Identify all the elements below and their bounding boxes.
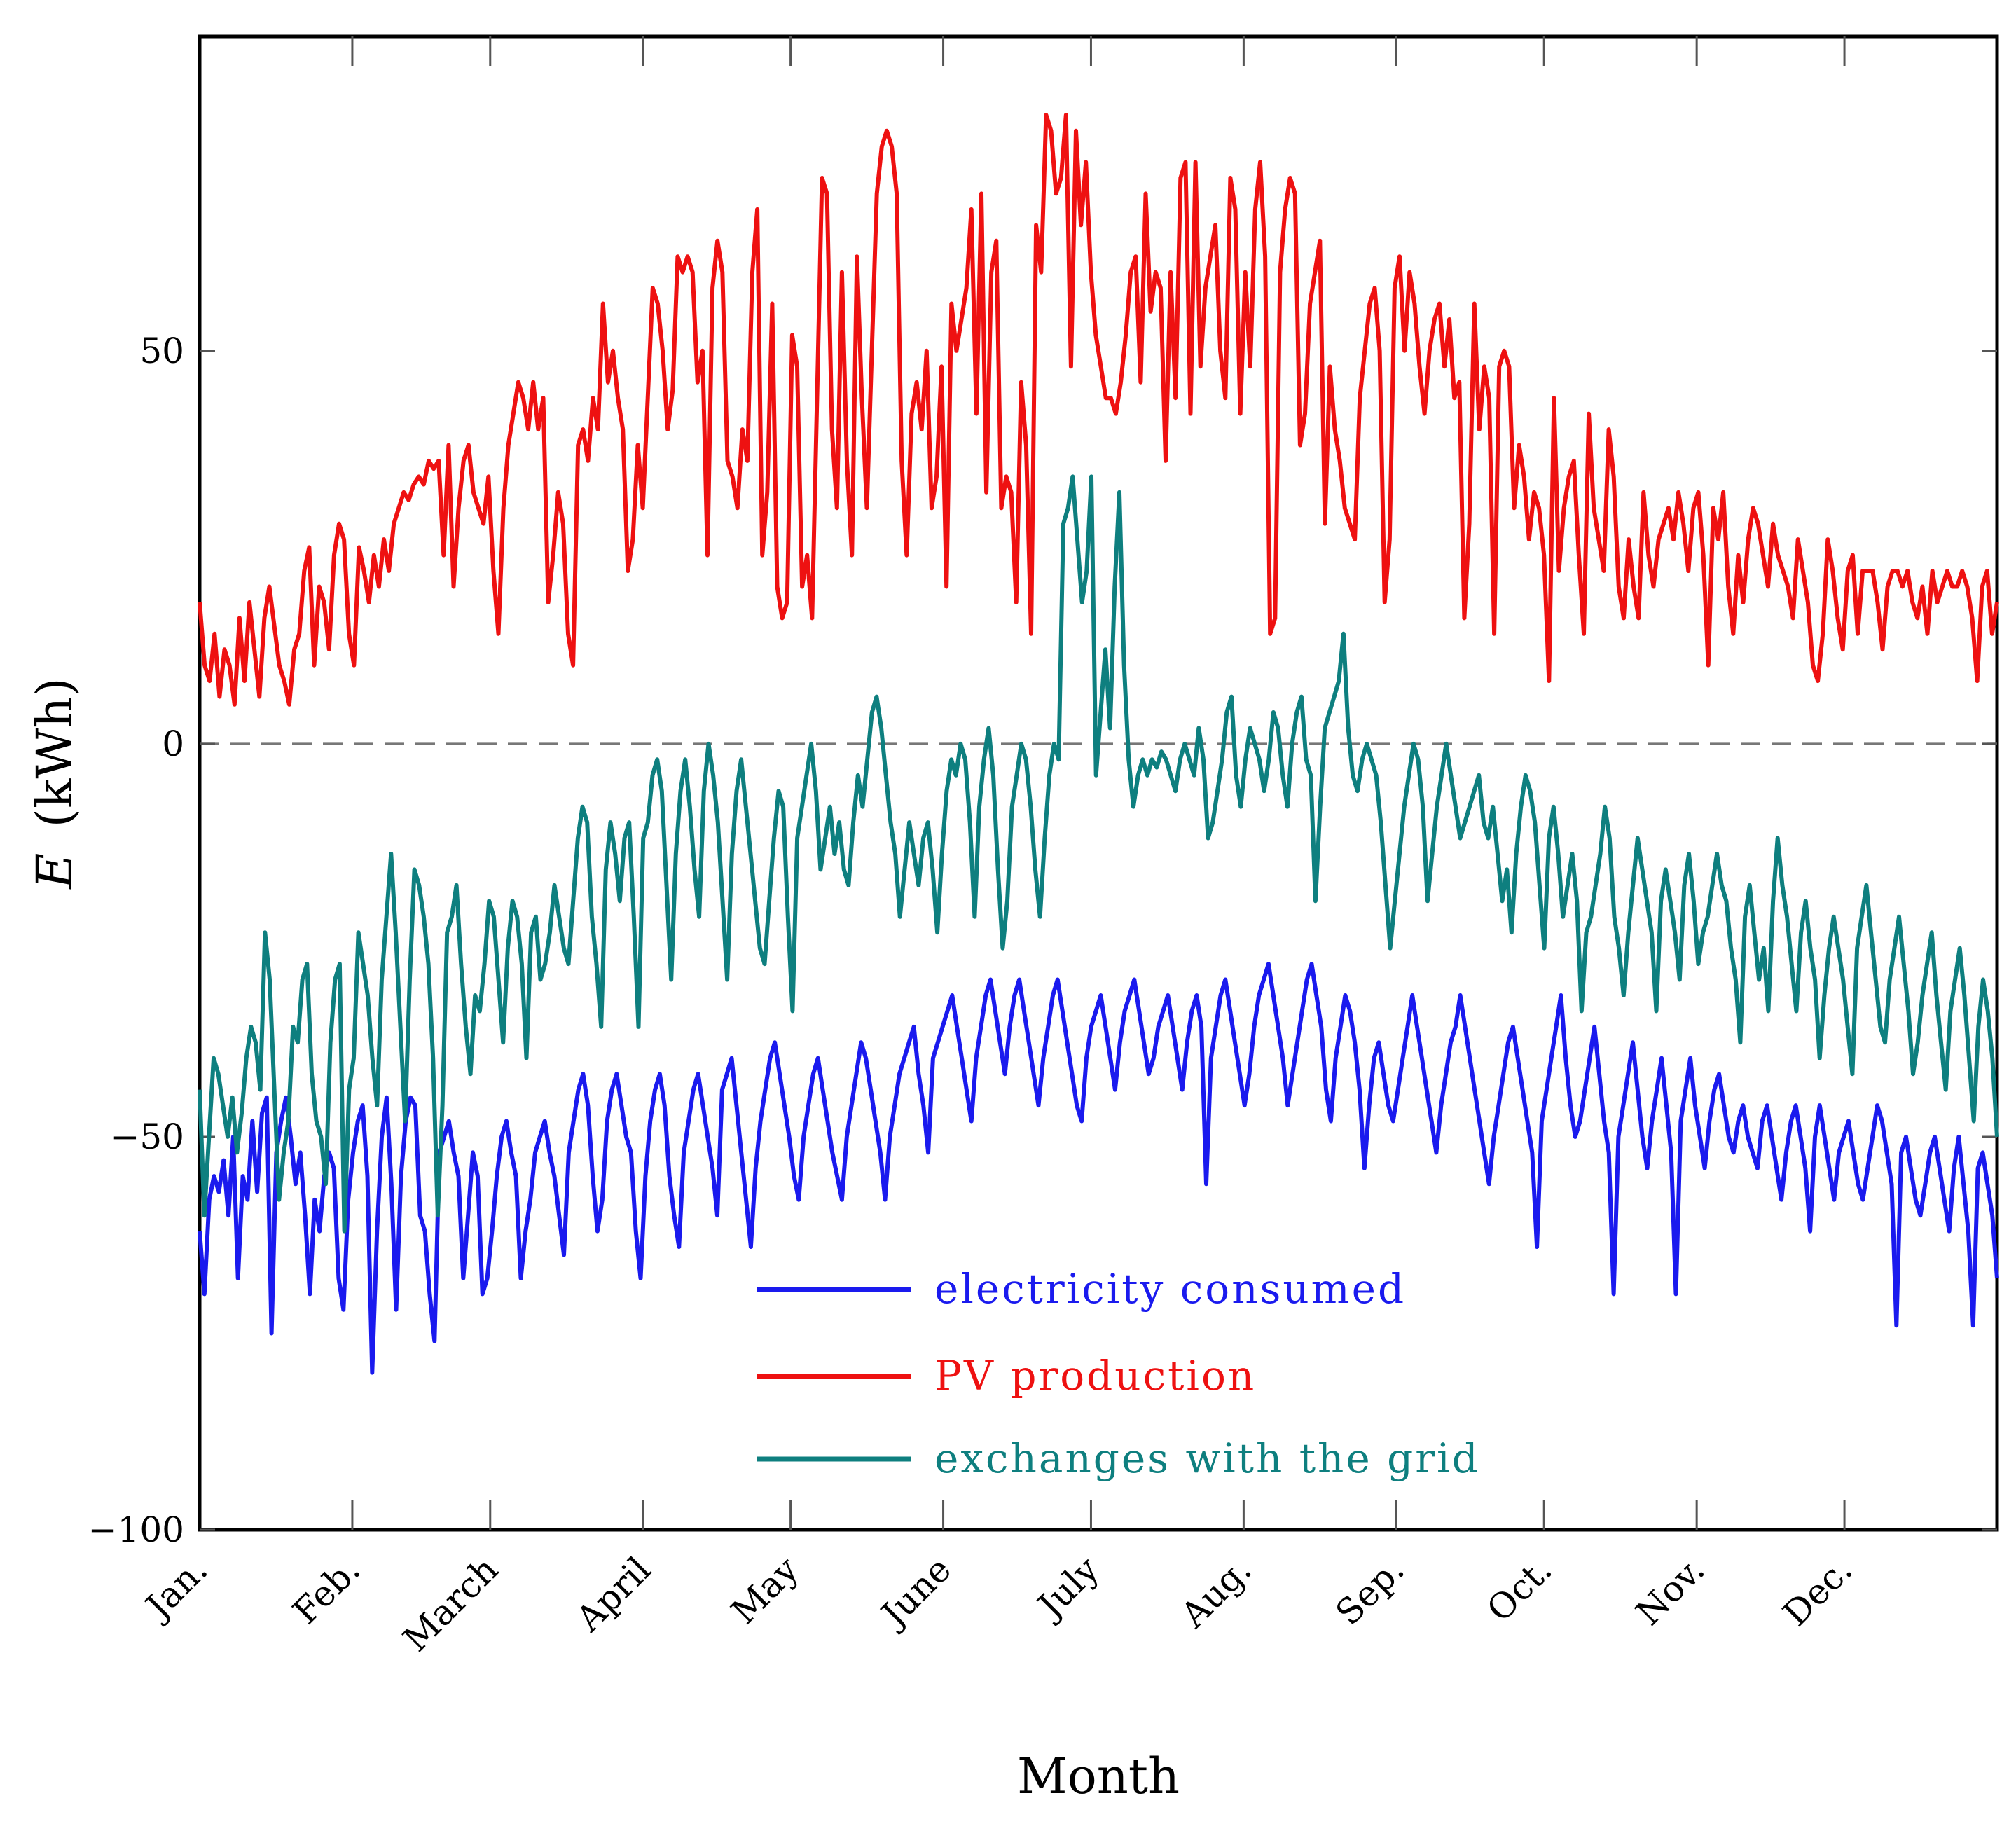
y-axis-title: E (kWh): [26, 677, 83, 890]
legend-label-grid: exchanges with the grid: [934, 1435, 1480, 1482]
y-tick-label: −100: [88, 1509, 184, 1550]
y-axis-ticks: −100 −50 0 50: [88, 331, 1997, 1550]
svg-text:E (kWh): E (kWh): [26, 677, 83, 890]
x-tick-label: Feb.: [285, 1549, 368, 1631]
series-layer: [198, 113, 1999, 1375]
x-axis-title: Month: [1017, 1748, 1180, 1805]
legend: electricity consumed PV production excha…: [757, 1265, 1480, 1482]
legend-label-consumed: electricity consumed: [934, 1265, 1406, 1313]
series-line-exchanges-with-grid: [198, 474, 1999, 1234]
y-tick-label: 50: [139, 331, 184, 371]
x-tick-label: Nov.: [1628, 1549, 1712, 1633]
x-tick-label: Dec.: [1775, 1549, 1860, 1633]
y-tick-label: 0: [162, 724, 184, 764]
series-line-electricity-consumed: [198, 962, 1999, 1375]
x-tick-label: April: [568, 1549, 658, 1639]
x-tick-label: July: [1028, 1549, 1107, 1628]
x-tick-label: Sep.: [1328, 1549, 1412, 1633]
y-tick-label: −50: [110, 1117, 184, 1157]
x-tick-label: March: [395, 1549, 506, 1659]
y-axis-unit: (kWh): [26, 677, 83, 827]
x-tick-label: June: [871, 1549, 959, 1636]
x-tick-label: Jan.: [136, 1549, 216, 1629]
x-tick-label: Oct.: [1479, 1549, 1559, 1629]
plot-frame: [198, 34, 1999, 1532]
x-tick-label: May: [724, 1549, 807, 1632]
y-axis-symbol: E: [26, 853, 83, 890]
legend-label-pv: PV production: [934, 1352, 1256, 1400]
x-tick-label: Aug.: [1173, 1549, 1259, 1636]
series-line-pv-production: [198, 113, 1999, 707]
